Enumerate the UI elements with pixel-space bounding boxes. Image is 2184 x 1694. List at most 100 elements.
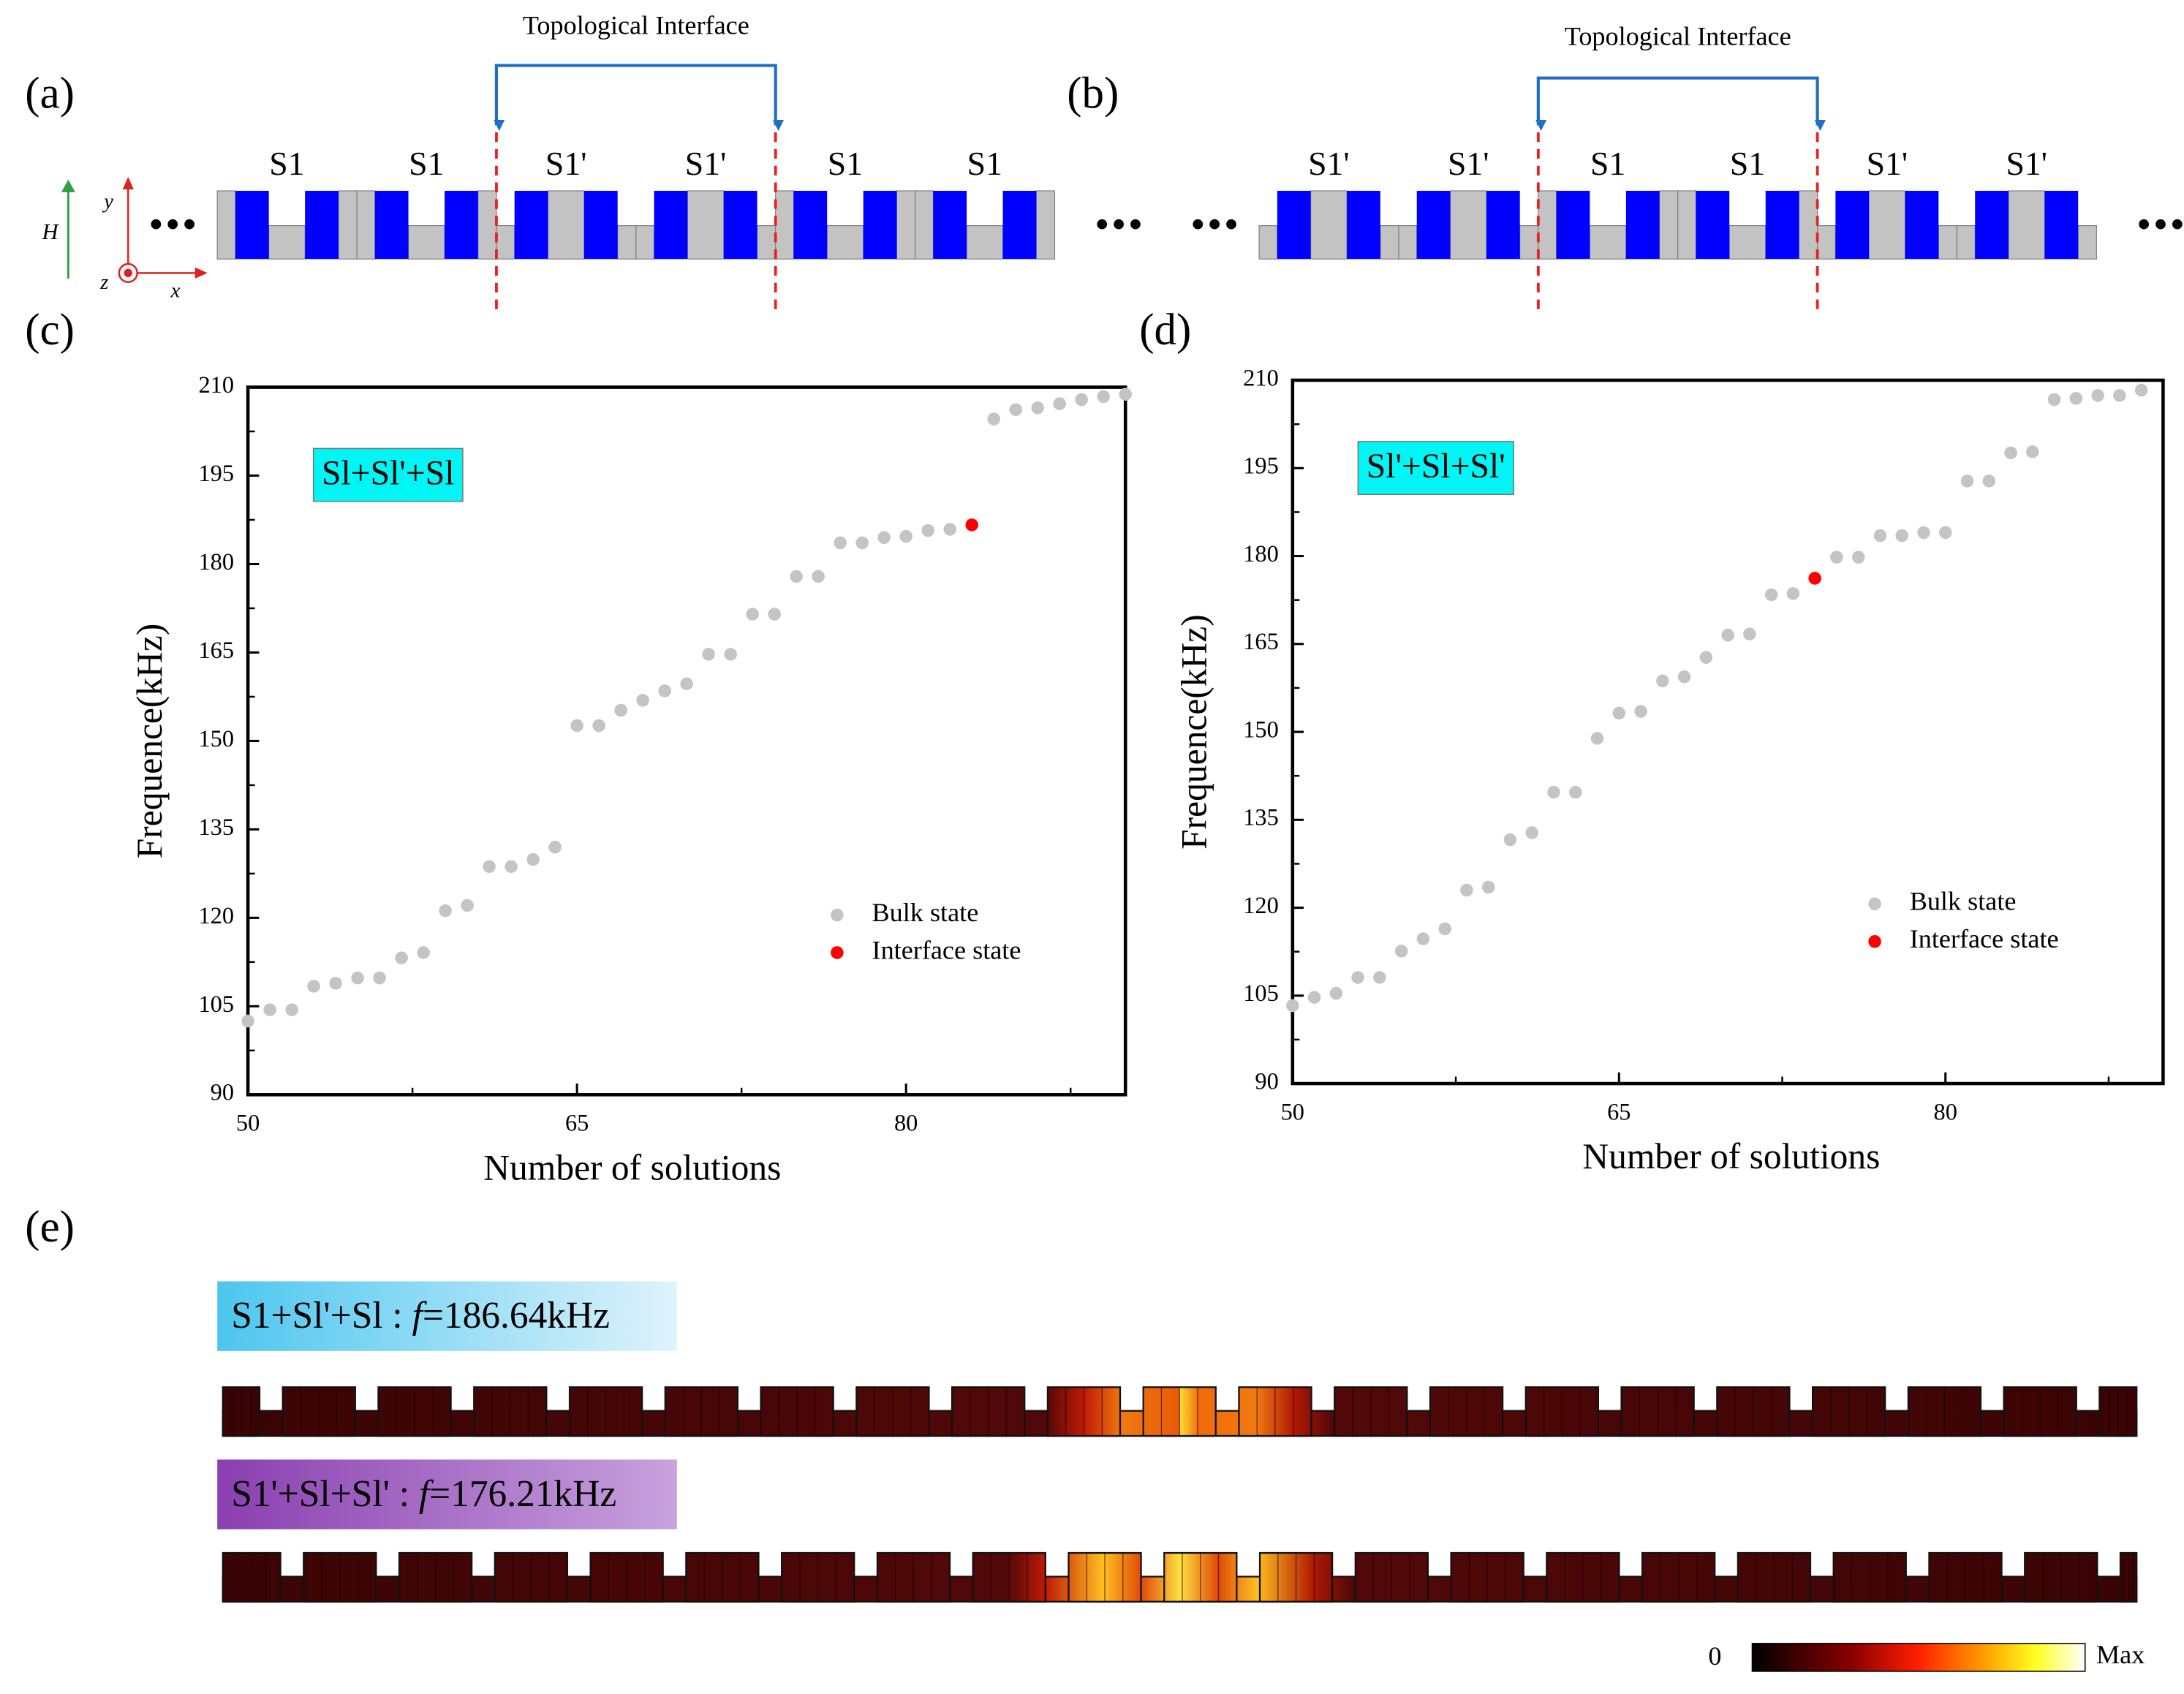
data-point [1851, 551, 1865, 564]
y-tick-label: 135 [198, 814, 234, 841]
colorbar-min: 0 [1708, 1641, 1721, 1671]
data-point [263, 1003, 276, 1016]
data-point [834, 536, 847, 550]
z-axis-dot [124, 268, 132, 278]
mode-frequency: =176.21kHz [429, 1473, 616, 1515]
data-point [439, 904, 452, 918]
data-point [1547, 785, 1560, 799]
matrix-segment [1398, 225, 1418, 260]
y-tick-label: 120 [198, 903, 234, 929]
scatterer [514, 190, 548, 260]
data-point [307, 980, 320, 993]
matrix-segment [1519, 225, 1539, 260]
y-tick-label: 195 [198, 461, 234, 487]
matrix-segment [1728, 225, 1767, 260]
data-point [570, 719, 583, 733]
data-point [1656, 674, 1669, 688]
annotation: Sl'+Sl+Sl' [1367, 447, 1505, 485]
matrix-segment [1589, 225, 1627, 260]
data-point [1286, 999, 1299, 1013]
matrix-segment [1538, 190, 1557, 260]
y-tick-label: 210 [198, 372, 234, 398]
matrix-segment [1798, 190, 1818, 260]
data-point [1481, 880, 1495, 894]
panel-label: (b) [1067, 69, 1119, 118]
scatterer [445, 190, 478, 260]
data-point [2004, 446, 2017, 460]
ellipsis-dot [167, 219, 178, 230]
mode-label: S1'+Sl+Sl' : f=176.21kHz [231, 1473, 616, 1515]
data-point [746, 608, 759, 621]
x-axis-title: Number of solutions [1582, 1136, 1880, 1176]
panel-label: (d) [1139, 306, 1191, 355]
scatterer [654, 190, 688, 260]
interface-label: Topological Interface [523, 10, 749, 39]
matrix-segment [896, 190, 916, 260]
data-point [1097, 390, 1110, 404]
cell-label: S1 [1730, 145, 1765, 182]
matrix-segment [756, 225, 777, 260]
colorbar [1751, 1643, 2086, 1672]
data-point [680, 677, 693, 690]
y-axis-title: Frequence(kHz) [129, 624, 170, 859]
data-point [1808, 572, 1821, 585]
scatterer [1975, 190, 2009, 260]
matrix-segment [1035, 190, 1056, 260]
matrix-segment [338, 190, 358, 260]
data-point [1830, 551, 1843, 564]
h-arrow-head [61, 179, 75, 192]
ellipsis-dot [2139, 219, 2149, 230]
y-axis-title: Frequence(kHz) [1174, 614, 1214, 850]
matrix-segment [496, 225, 515, 260]
data-point [1612, 706, 1626, 720]
axis-letter: z [99, 271, 108, 294]
y-tick-label: 150 [198, 726, 234, 752]
scatterer [1556, 190, 1590, 260]
annotation-box [1357, 441, 1514, 496]
y-tick-label: 90 [211, 1080, 234, 1106]
colorbar-max: Max [2096, 1640, 2145, 1669]
data-point [1873, 529, 1887, 542]
y-tick-label: 90 [1255, 1068, 1278, 1094]
y-tick-label: 165 [198, 638, 234, 664]
x-tick-label: 65 [1607, 1099, 1631, 1125]
data-point [1743, 627, 1756, 640]
matrix-segment [775, 190, 795, 260]
data-point [790, 570, 803, 583]
matrix-segment [1817, 225, 1836, 260]
data-point [1351, 971, 1364, 984]
ellipsis-dot [1130, 219, 1141, 230]
scatterer [933, 190, 967, 260]
scatterer [1696, 190, 1730, 260]
axis-letter: x [170, 280, 181, 303]
ellipsis-dot [1226, 219, 1236, 230]
legend-marker [1868, 897, 1881, 911]
scatterer [1002, 190, 1037, 260]
scatterer [583, 190, 618, 260]
interface-bracket [1535, 76, 1826, 132]
data-point [1307, 991, 1321, 1004]
scatterer [1905, 190, 1939, 260]
legend-label: Bulk state [872, 898, 979, 927]
data-point [614, 703, 627, 717]
x-axis-head [194, 267, 208, 279]
y-tick-label: 135 [1243, 805, 1279, 831]
data-point [1699, 651, 1713, 665]
data-point [1119, 387, 1132, 401]
cell-label: S1 [828, 145, 863, 182]
scatterer [863, 190, 897, 260]
matrix-segment [1956, 225, 1976, 260]
data-point [987, 412, 1000, 426]
scatterer [1416, 190, 1451, 260]
data-point [2134, 383, 2148, 397]
data-point [1568, 785, 1582, 799]
data-point [702, 648, 715, 661]
data-point [461, 899, 474, 912]
panel-label: (a) [25, 69, 75, 118]
data-point [1525, 826, 1538, 839]
cell-label: S1' [1448, 145, 1489, 182]
data-point [483, 860, 496, 873]
data-point [899, 529, 912, 543]
scatterer [723, 190, 757, 260]
